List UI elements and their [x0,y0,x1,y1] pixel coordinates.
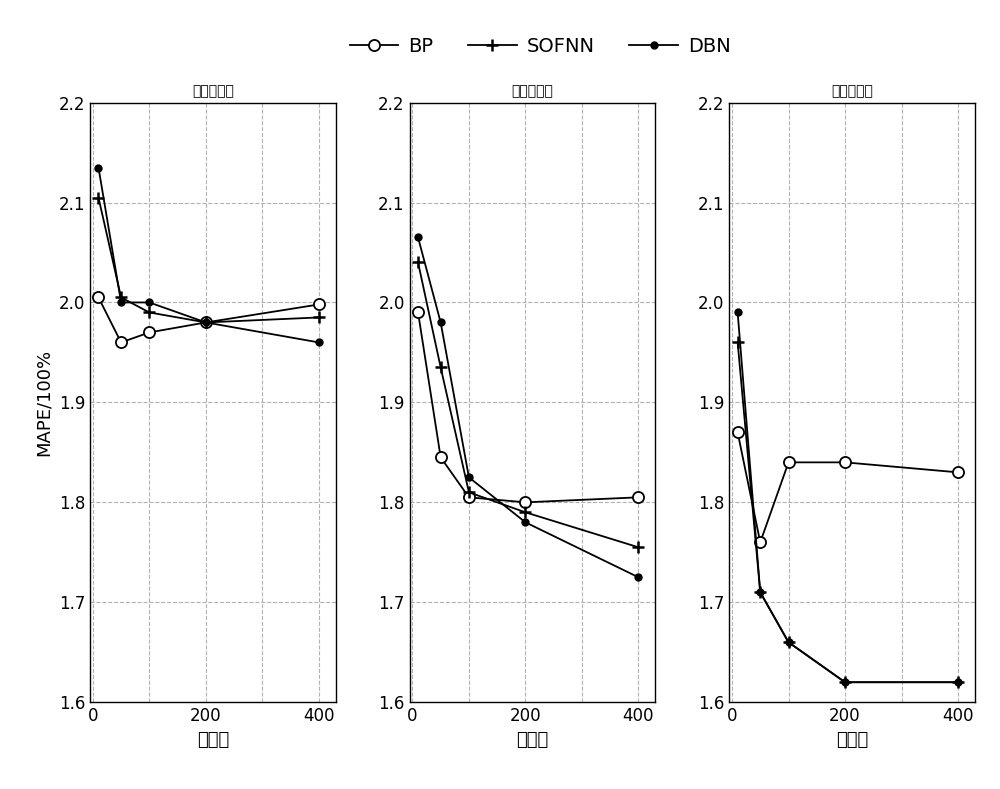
BP [783,458,795,467]
Line: SOFNN: SOFNN [731,336,964,689]
SOFNN [412,258,424,267]
X-axis label: 节点数: 节点数 [197,731,229,749]
Title: 三层隐含层: 三层隐含层 [831,84,873,99]
SOFNN [754,588,766,597]
SOFNN [839,678,851,687]
BP [732,428,744,437]
X-axis label: 节点数: 节点数 [836,731,868,749]
Title: 两层隐含层: 两层隐含层 [512,84,553,99]
SOFNN [519,507,531,517]
SOFNN [463,488,475,497]
Legend: BP, SOFNN, DBN: BP, SOFNN, DBN [342,29,738,64]
SOFNN [732,338,744,347]
SOFNN [952,678,964,687]
Title: 一层隐含层: 一层隐含层 [192,84,234,99]
DBN [463,473,475,482]
X-axis label: 节点数: 节点数 [516,731,549,749]
SOFNN [435,363,447,372]
BP [143,327,155,337]
DBN [200,318,212,327]
DBN [313,338,325,347]
SOFNN [200,318,212,327]
Line: BP: BP [93,292,324,348]
SOFNN [92,193,104,202]
SOFNN [143,308,155,317]
BP [435,453,447,462]
DBN [754,588,766,597]
BP [952,468,964,477]
Y-axis label: MAPE/100%: MAPE/100% [35,349,53,456]
Line: SOFNN: SOFNN [412,256,645,554]
BP [412,308,424,317]
DBN [92,163,104,172]
DBN [732,308,744,317]
SOFNN [783,638,795,647]
DBN [115,297,127,307]
Line: BP: BP [413,307,644,508]
Line: DBN: DBN [415,234,642,581]
BP [463,492,475,502]
DBN [519,518,531,527]
DBN [435,318,447,327]
BP [115,338,127,347]
SOFNN [632,543,644,552]
SOFNN [115,293,127,302]
DBN [143,297,155,307]
Line: DBN: DBN [734,309,962,686]
DBN [412,233,424,242]
BP [754,537,766,547]
DBN [783,638,795,647]
BP [519,498,531,507]
BP [200,318,212,327]
BP [839,458,851,467]
Line: BP: BP [732,427,964,548]
BP [313,300,325,309]
BP [92,293,104,302]
Line: SOFNN: SOFNN [92,191,325,329]
DBN [632,573,644,582]
BP [632,492,644,502]
DBN [952,678,964,687]
Line: DBN: DBN [95,164,322,346]
SOFNN [313,312,325,322]
DBN [839,678,851,687]
